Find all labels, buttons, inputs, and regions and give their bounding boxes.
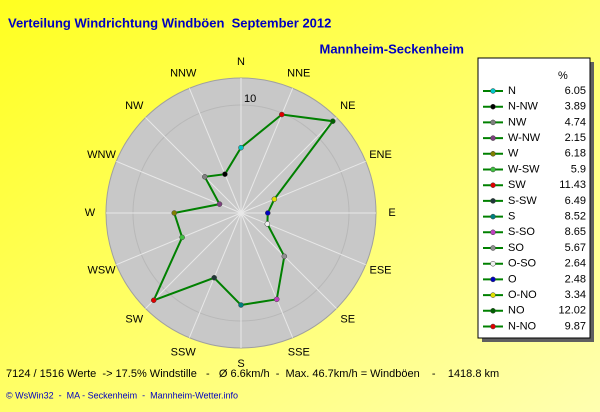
data-point <box>179 234 185 241</box>
chart-title: Verteilung Windrichtung Windböen Septemb… <box>8 15 331 30</box>
legend-label: N <box>508 85 516 97</box>
axis-label: WNW <box>87 149 116 161</box>
legend-value: 5.67 <box>565 242 586 254</box>
spoke <box>240 212 337 309</box>
legend-marker <box>490 198 496 204</box>
legend <box>477 57 591 339</box>
legend-label: S-SO <box>508 226 535 238</box>
r-tick-label: 10 <box>244 93 256 105</box>
data-point <box>238 144 244 151</box>
spoke <box>240 88 294 214</box>
spoke <box>145 117 242 214</box>
legend-marker <box>490 182 496 188</box>
legend-value: 6.18 <box>565 148 586 160</box>
data-point <box>330 118 336 124</box>
data-point <box>150 297 157 304</box>
data-point <box>171 210 178 216</box>
legend-value: 11.43 <box>559 179 586 191</box>
data-point <box>274 296 280 303</box>
spoke <box>116 212 242 266</box>
axis-label: WSW <box>87 265 116 277</box>
legend-marker <box>490 135 496 141</box>
axis-label: NNE <box>287 67 310 79</box>
legend-marker <box>490 323 496 330</box>
legend-marker <box>490 88 496 94</box>
legend-value: 2.48 <box>565 273 586 285</box>
legend-label: N-NO <box>508 320 537 332</box>
legend-label: W-SW <box>508 163 540 175</box>
credit: © WsWin32 - MA - Seckenheim - Mannheim-W… <box>6 390 238 400</box>
legend-label: O-SO <box>508 258 537 270</box>
data-point <box>202 174 208 180</box>
legend-value: 2.64 <box>565 258 586 270</box>
legend-label: NW <box>508 116 527 128</box>
axis-label: W <box>85 207 96 219</box>
legend-value: 12.02 <box>558 305 586 317</box>
spoke <box>240 160 366 214</box>
legend-label: S <box>508 211 515 223</box>
spoke <box>240 117 337 214</box>
spoke <box>145 212 242 309</box>
spoke <box>240 212 294 338</box>
legend-value: 3.89 <box>565 101 586 113</box>
spoke <box>188 88 242 214</box>
axis-label: SSE <box>288 346 310 358</box>
legend-marker <box>490 151 496 157</box>
data-point <box>238 302 244 308</box>
axis-label: NE <box>340 100 355 112</box>
axis-label: SSW <box>171 346 197 358</box>
legend-marker <box>490 292 496 298</box>
spoke <box>240 212 366 266</box>
legend-value: 8.65 <box>565 226 586 238</box>
legend-marker <box>490 245 496 251</box>
legend-value: 8.52 <box>565 211 586 223</box>
legend-value: 4.74 <box>565 116 586 128</box>
legend-marker <box>490 229 496 236</box>
chart-subtitle: Mannheim-Seckenheim <box>320 41 465 56</box>
data-point <box>265 210 271 216</box>
legend-marker <box>490 308 496 314</box>
axis-label: S <box>237 358 244 370</box>
data-point <box>264 221 271 227</box>
legend-label: NO <box>508 305 525 317</box>
legend-label: W-NW <box>508 132 541 144</box>
legend-marker <box>490 213 496 220</box>
legend-marker <box>490 260 496 267</box>
axis-label: NW <box>125 100 144 112</box>
legend-marker <box>490 119 496 126</box>
legend-marker <box>490 166 496 173</box>
axis-label: E <box>388 207 395 219</box>
legend-value: 9.87 <box>565 320 586 332</box>
legend-value: 3.34 <box>565 289 586 301</box>
data-point <box>211 275 217 281</box>
legend-marker <box>490 103 496 110</box>
legend-label: N-NW <box>508 101 539 113</box>
legend-value: 6.49 <box>565 195 586 207</box>
legend-value: 2.15 <box>565 132 586 144</box>
axis-label: NNW <box>170 67 197 79</box>
legend-value: 5.9 <box>571 163 586 175</box>
footer: 7124 / 1516 Werte -> 17.5% Windstille - … <box>6 368 499 380</box>
legend-value: 6.05 <box>565 85 586 97</box>
axis-label: SE <box>340 314 355 326</box>
legend-label: O-NO <box>508 289 537 301</box>
axis-label: SW <box>125 314 143 326</box>
legend-label: W <box>508 148 519 160</box>
data-point <box>279 111 285 118</box>
data-point <box>222 171 228 177</box>
legend-marker <box>490 276 496 283</box>
legend-label: SO <box>508 242 524 254</box>
legend-label: S-SW <box>508 195 537 207</box>
axis-label: ESE <box>369 265 391 277</box>
axis-label: ENE <box>369 149 392 161</box>
legend-label: SW <box>508 179 526 191</box>
legend-label: O <box>508 273 517 285</box>
legend-header: % <box>558 70 568 82</box>
axis-label: N <box>237 56 245 68</box>
data-point <box>271 196 278 202</box>
data-point <box>216 201 223 207</box>
data-point <box>281 253 288 260</box>
